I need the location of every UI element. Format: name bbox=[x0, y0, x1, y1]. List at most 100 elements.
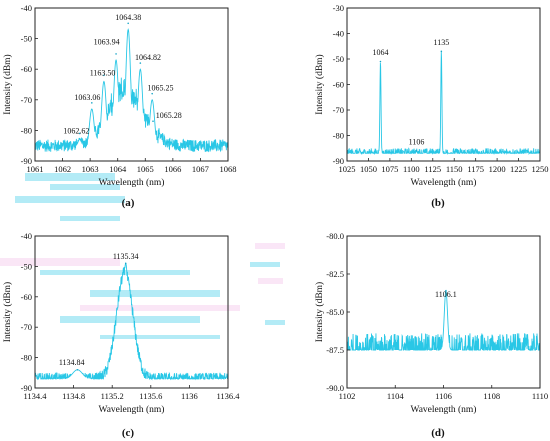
artifact-band bbox=[0, 258, 120, 266]
peak-marker bbox=[103, 74, 105, 77]
artifact-band bbox=[80, 305, 240, 311]
y-tick-label: -50 bbox=[21, 34, 32, 44]
artifact-band bbox=[15, 196, 125, 203]
x-tick-label: 1104 bbox=[387, 391, 404, 401]
y-tick-label: -30 bbox=[333, 3, 344, 13]
x-tick-label: 1110 bbox=[532, 391, 548, 401]
x-tick-label: 1062 bbox=[54, 164, 71, 174]
x-tick-label: 1136.4 bbox=[216, 391, 240, 401]
artifact-band bbox=[255, 243, 285, 249]
spectrum-trace bbox=[35, 262, 228, 381]
artifact-band bbox=[100, 335, 220, 339]
panel-b: 1025 1050 1075 1100 1125 1150 1175 1200 1225 1250… bbox=[314, 3, 549, 209]
spectrum-trace bbox=[347, 289, 540, 352]
peak-label: 1064 bbox=[372, 48, 388, 57]
peak-marker bbox=[152, 120, 154, 123]
spectrum-trace bbox=[35, 28, 228, 153]
peak-marker bbox=[127, 22, 129, 25]
x-tick-label: 1063 bbox=[82, 164, 99, 174]
artifact-band bbox=[25, 173, 115, 181]
y-tick-label: -50 bbox=[333, 54, 344, 64]
x-axis-title: Wavelength (nm) bbox=[411, 404, 477, 415]
peak-label: 1134.84 bbox=[59, 358, 85, 367]
peak-label: 1135.34 bbox=[113, 252, 139, 261]
x-tick-label: 1200 bbox=[489, 164, 506, 174]
x-tick-label: 1134.4 bbox=[23, 391, 47, 401]
x-tick-label: 1066 bbox=[164, 164, 181, 174]
plot-frame bbox=[346, 7, 541, 162]
y-tick-label: -50 bbox=[21, 261, 32, 271]
artifact-band bbox=[250, 262, 280, 267]
peak-marker bbox=[445, 289, 447, 292]
y-axis-title: Intensity (dBm) bbox=[2, 282, 13, 342]
x-tick-label: 1075 bbox=[381, 164, 398, 174]
y-tick-label: -40 bbox=[333, 29, 344, 39]
spectrum-trace bbox=[347, 51, 540, 156]
plot-frame bbox=[34, 235, 229, 389]
y-tick-label: -40 bbox=[21, 231, 32, 241]
y-tick-label: -80 bbox=[21, 125, 32, 135]
y-axis-title: Intensity (dBm) bbox=[314, 282, 325, 342]
x-tick-label: 1108 bbox=[483, 391, 500, 401]
x-tick-label: 1136 bbox=[181, 391, 198, 401]
peak-label: 1064.38 bbox=[115, 13, 141, 22]
panel-tag: (b) bbox=[431, 197, 445, 209]
y-tick-label: -70 bbox=[333, 105, 344, 115]
peak-label: 1062.62 bbox=[63, 126, 89, 135]
peak-marker bbox=[151, 92, 153, 95]
peak-label: 1163.50 bbox=[90, 68, 116, 77]
peak-label: 1065.28 bbox=[156, 111, 182, 120]
peak-label: 1065.25 bbox=[147, 84, 173, 93]
x-tick-label: 1175 bbox=[467, 164, 484, 174]
y-tick-label: -70 bbox=[21, 322, 32, 332]
y-tick-label: -70 bbox=[21, 95, 32, 105]
peak-label: 1063.94 bbox=[94, 38, 120, 47]
x-tick-label: 1135.6 bbox=[139, 391, 162, 401]
peak-marker bbox=[78, 132, 81, 135]
y-tick-label: -60 bbox=[333, 80, 344, 90]
y-tick-label: -90 bbox=[21, 156, 32, 166]
peak-marker bbox=[440, 50, 443, 53]
x-tick-label: 1025 bbox=[339, 164, 356, 174]
y-tick-label: -87.5 bbox=[326, 345, 344, 355]
panel-tag: (d) bbox=[431, 427, 445, 439]
background-artifacts bbox=[0, 173, 285, 339]
y-tick-label: -80 bbox=[333, 131, 344, 141]
peak-label: 1064.82 bbox=[135, 53, 161, 62]
peak-marker bbox=[124, 262, 127, 265]
artifact-band bbox=[60, 216, 120, 221]
x-tick-label: 1225 bbox=[510, 164, 527, 174]
peak-marker bbox=[379, 60, 382, 63]
plot-frame bbox=[34, 7, 229, 162]
y-tick-label: -80.0 bbox=[326, 231, 344, 241]
y-tick-label: -90 bbox=[333, 156, 344, 166]
x-tick-label: 1067 bbox=[192, 164, 209, 174]
x-tick-label: 1150 bbox=[446, 164, 463, 174]
peak-marker bbox=[115, 53, 117, 55]
x-tick-label: 1135.2 bbox=[101, 391, 124, 401]
y-axis-title: Intensity (dBm) bbox=[2, 54, 13, 114]
x-tick-label: 1102 bbox=[339, 391, 356, 401]
artifact-band bbox=[258, 278, 283, 284]
peak-marker bbox=[415, 150, 418, 152]
y-tick-label: -40 bbox=[21, 3, 32, 13]
artifact-band bbox=[50, 184, 120, 190]
panel-d: 1102 1104 1106 1108 1110 -90.0 -87.5 -85.0 -82.5… bbox=[314, 231, 548, 439]
peak-marker bbox=[76, 368, 79, 371]
peak-marker bbox=[91, 102, 93, 104]
x-tick-label: 1068 bbox=[220, 164, 237, 174]
artifact-band bbox=[90, 290, 220, 297]
y-tick-label: -90 bbox=[21, 383, 32, 393]
x-tick-label: 1134.8 bbox=[62, 391, 85, 401]
x-axis-title: Wavelength (nm) bbox=[99, 404, 165, 415]
artifact-band bbox=[265, 320, 285, 325]
x-tick-label: 1125 bbox=[424, 164, 441, 174]
x-tick-label: 1106 bbox=[435, 391, 452, 401]
artifact-band bbox=[40, 270, 190, 275]
peak-label: 1106 bbox=[409, 137, 425, 146]
x-tick-label: 1061 bbox=[27, 164, 44, 174]
x-tick-label: 1250 bbox=[532, 164, 549, 174]
x-tick-label: 1064 bbox=[109, 164, 127, 174]
x-tick-label: 1065 bbox=[137, 164, 154, 174]
